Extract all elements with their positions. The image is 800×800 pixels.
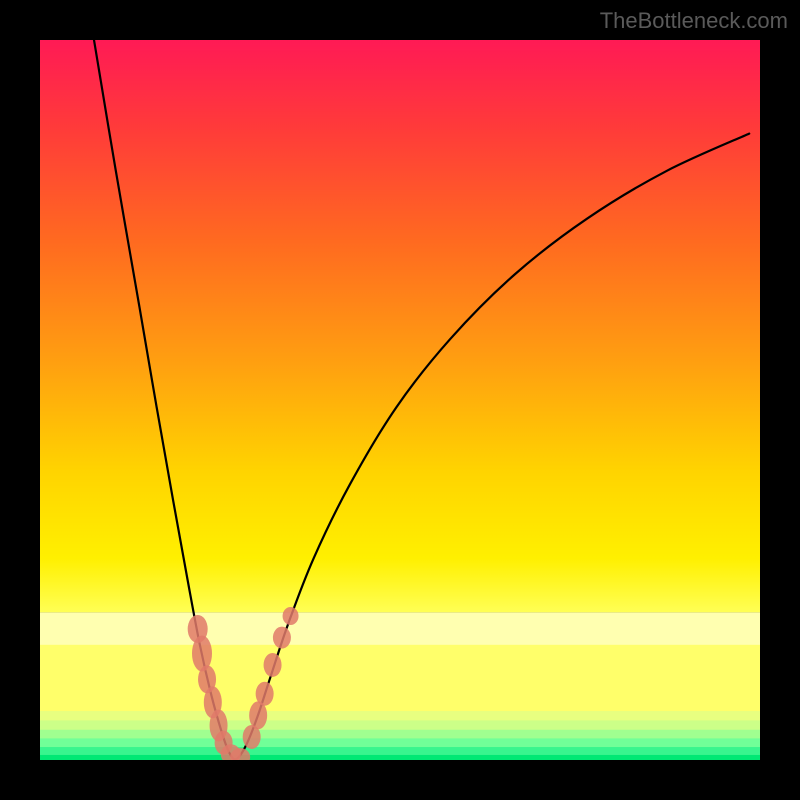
band-rect-2 xyxy=(40,711,760,721)
band-rect-5 xyxy=(40,738,760,747)
right-marker-4 xyxy=(273,627,291,649)
bottleneck-chart xyxy=(40,40,760,760)
band-rect-7 xyxy=(40,755,760,760)
right-marker-5 xyxy=(283,607,299,625)
band-rect-1 xyxy=(40,645,760,712)
right-marker-3 xyxy=(264,653,282,677)
gradient-background xyxy=(40,40,760,760)
band-rect-6 xyxy=(40,747,760,755)
right-marker-2 xyxy=(256,682,274,706)
gradient-rect xyxy=(40,40,760,612)
band-rect-4 xyxy=(40,730,760,739)
band-rect-0 xyxy=(40,612,760,645)
chart-container: TheBottleneck.com xyxy=(0,0,800,800)
watermark-text: TheBottleneck.com xyxy=(600,8,788,34)
band-rect-3 xyxy=(40,720,760,730)
